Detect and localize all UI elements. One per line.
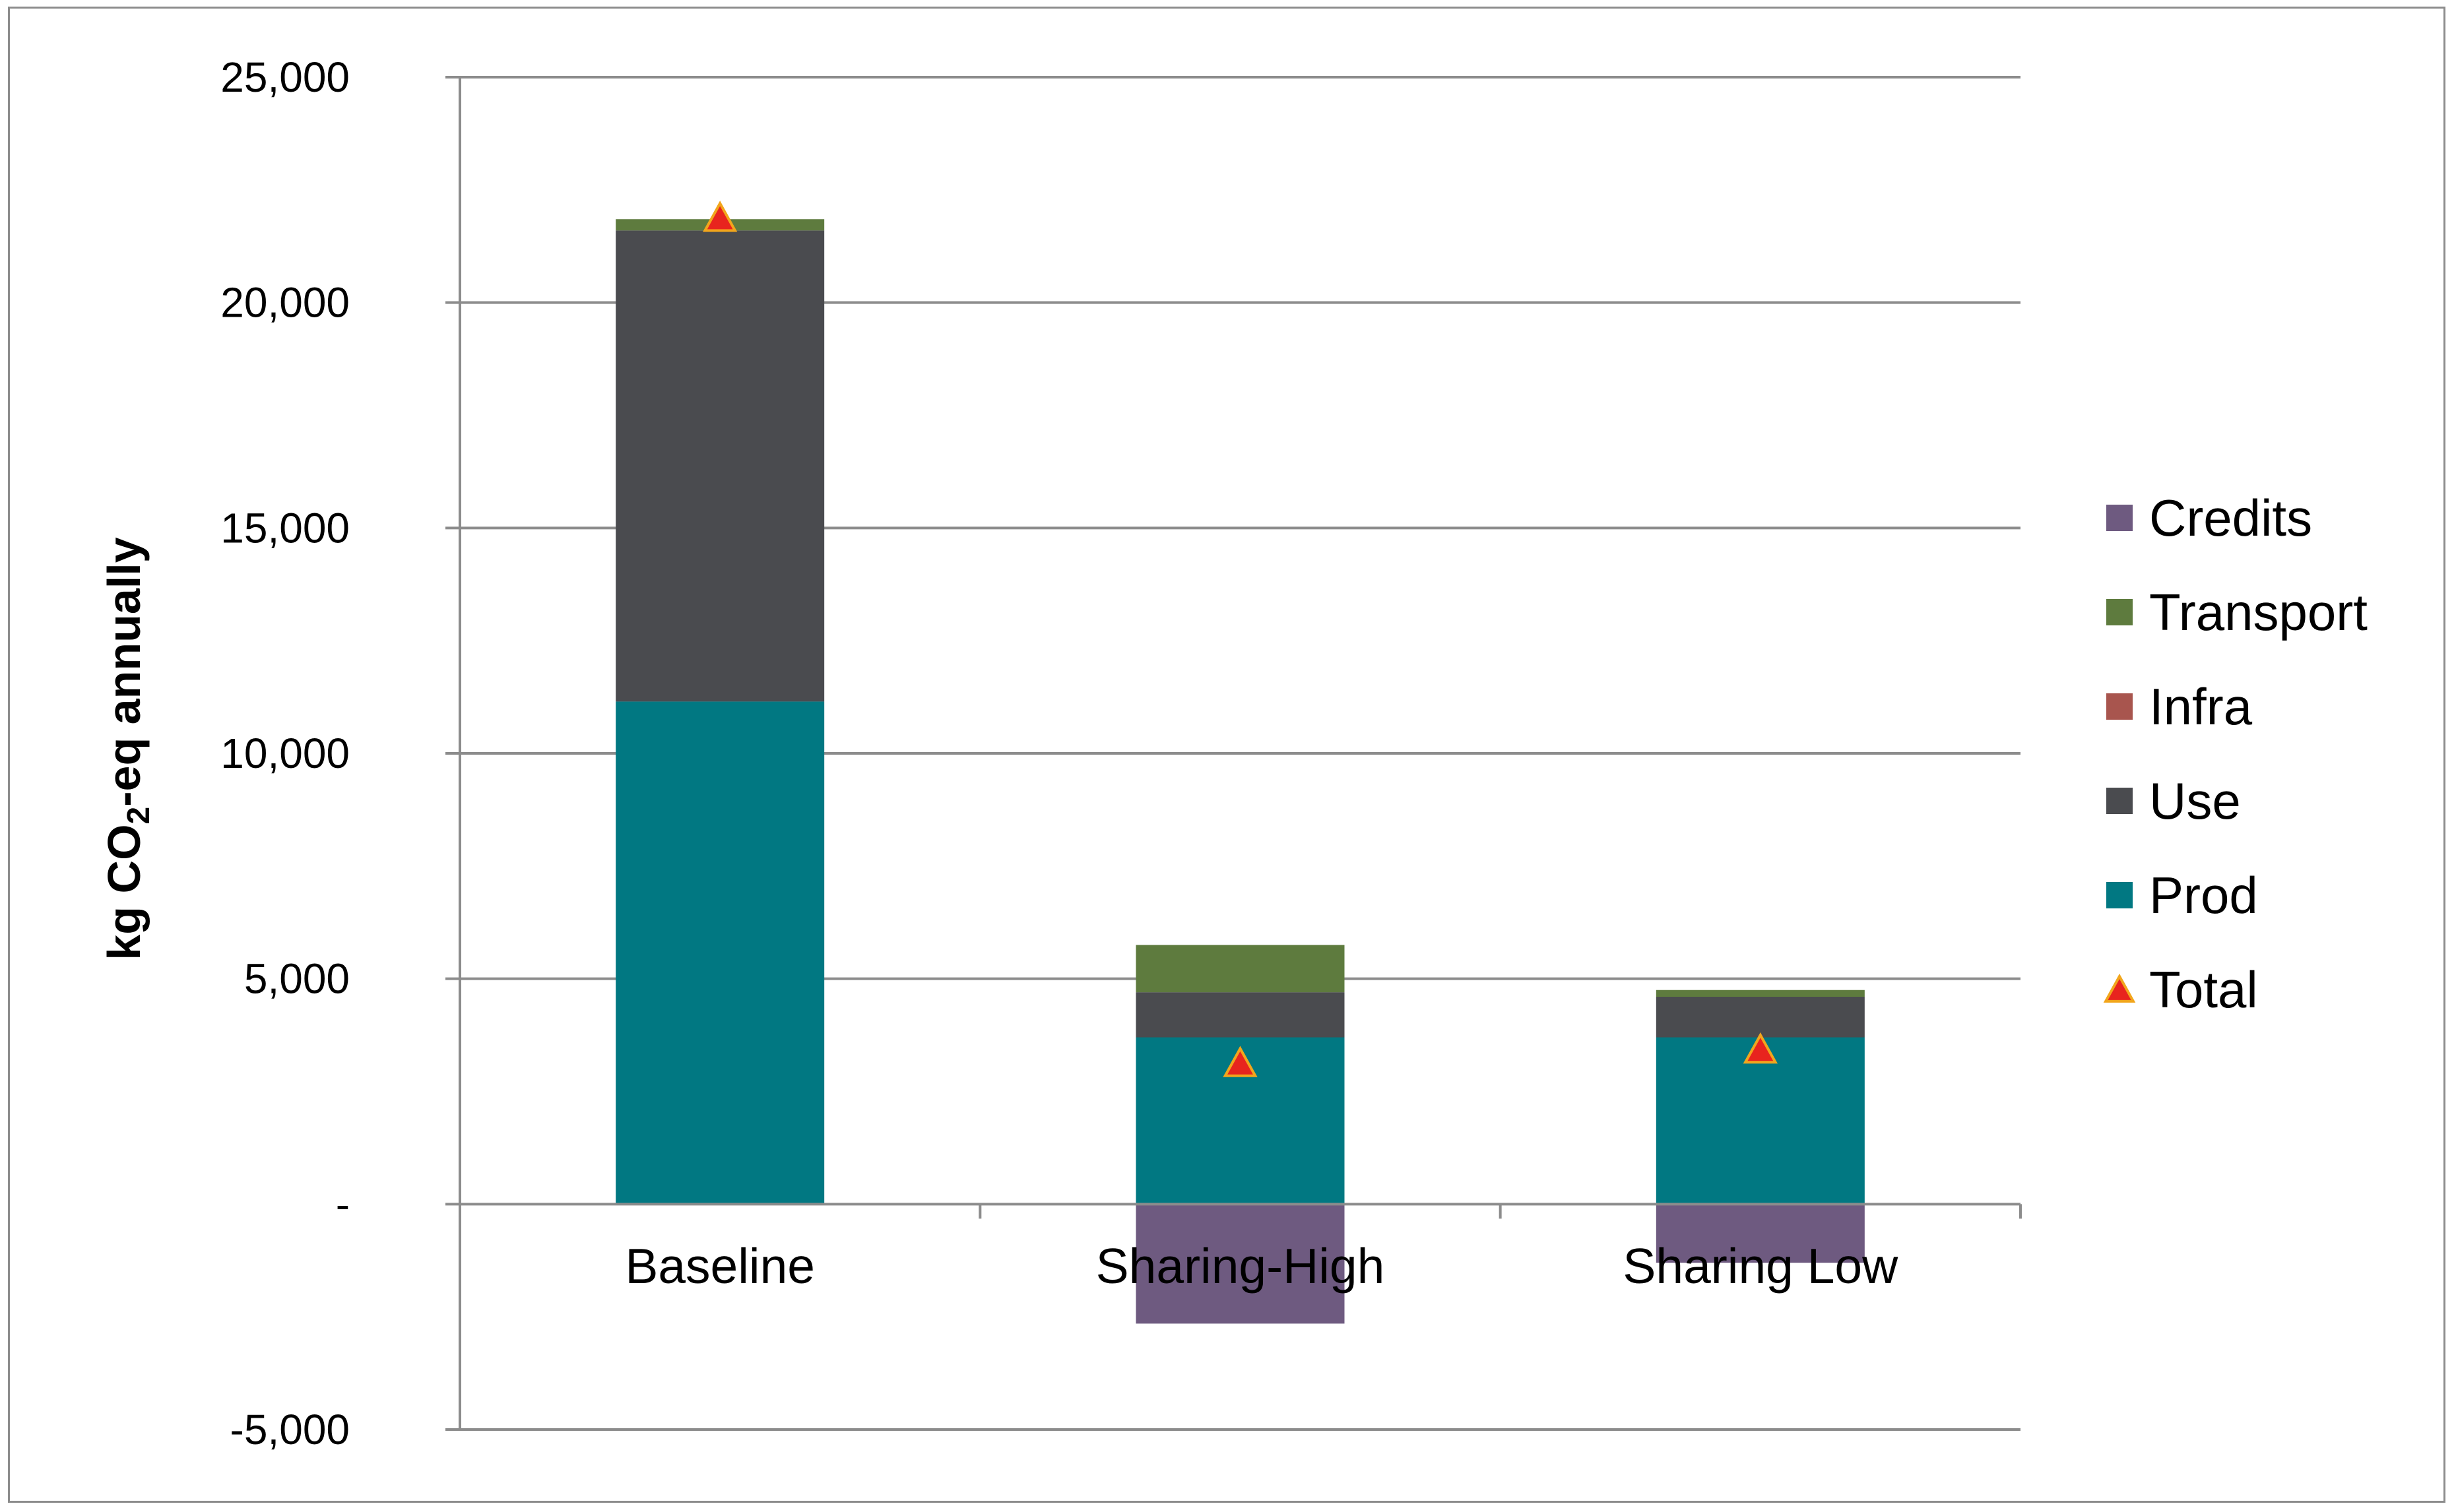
legend-swatch-use: [2106, 788, 2133, 814]
legend-label: Use: [2149, 772, 2241, 830]
legend-label: Credits: [2149, 489, 2312, 547]
category-label: Sharing Low: [1623, 1238, 1898, 1294]
category-label: Baseline: [625, 1238, 815, 1294]
legend-swatch-infra: [2106, 693, 2133, 720]
bar-credits-2: [1656, 1204, 1865, 1263]
bar-transport-1: [1136, 945, 1345, 993]
legend-swatch-transport: [2106, 599, 2133, 625]
total-marker-2: [1743, 1032, 1778, 1064]
total-marker-1: [1223, 1046, 1258, 1077]
y-tick-label: 15,000: [220, 504, 350, 551]
y-tick-label: 25,000: [220, 53, 350, 101]
bar-use-0: [616, 230, 825, 702]
legend-label: Total: [2149, 961, 2258, 1019]
bar-use-2: [1656, 997, 1865, 1038]
legend-swatch-prod: [2106, 882, 2133, 908]
y-tick-label: -5,000: [230, 1406, 350, 1453]
category-labels: Baseline Sharing-High Sharing Low: [625, 1238, 1898, 1294]
y-axis-label: kg CO2-eq annually: [98, 537, 156, 960]
bar-prod-2: [1656, 1037, 1865, 1205]
legend: Credits Transport Infra Use Prod Total: [2103, 489, 2368, 1019]
bar-transport-2: [1656, 990, 1865, 997]
legend-swatch-total: [2103, 973, 2136, 1003]
legend-label: Prod: [2149, 866, 2258, 924]
axes: [445, 76, 2022, 1431]
y-tick-label: -: [336, 1180, 350, 1228]
total-markers: [702, 201, 1778, 1077]
total-marker-0: [702, 201, 738, 232]
legend-swatch-credits: [2106, 505, 2133, 531]
category-label: Sharing-High: [1096, 1238, 1385, 1294]
bar-credits-1: [1136, 1204, 1345, 1324]
legend-label: Transport: [2149, 583, 2368, 641]
y-tick-label: 5,000: [244, 955, 350, 1003]
legend-label: Infra: [2149, 677, 2253, 736]
bar-prod-0: [616, 701, 825, 1205]
bars: [616, 219, 1865, 1324]
y-tick-label: 10,000: [220, 730, 350, 777]
y-tick-label: 20,000: [220, 279, 350, 327]
bar-use-1: [1136, 992, 1345, 1038]
